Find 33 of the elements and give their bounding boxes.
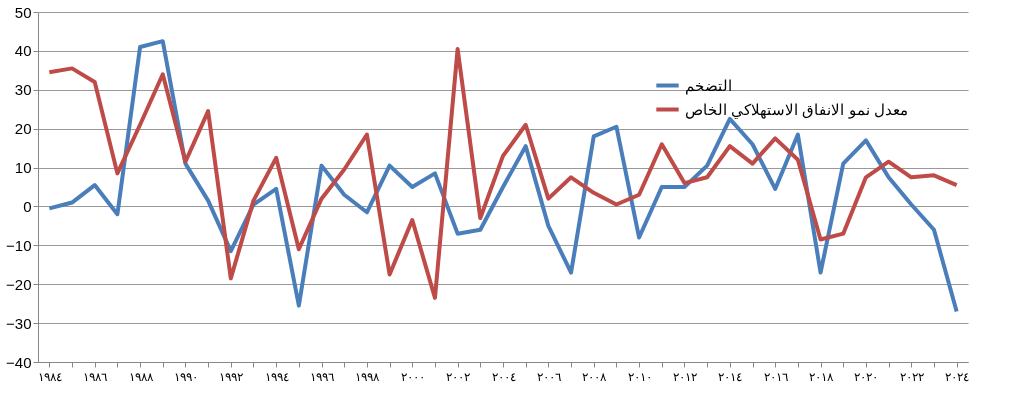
x-tick-label: ٢٠٢٢ xyxy=(899,369,924,384)
legend-label: معدل نمو الانفاق الاستهلاكي الخاص xyxy=(685,100,908,119)
x-tick-label: ٢٠٠٠ xyxy=(400,369,425,384)
x-tick-label: ٢٠٢٤ xyxy=(945,369,970,384)
y-tick-label: −30 xyxy=(6,314,32,332)
x-tick-label: ٢٠١٠ xyxy=(627,369,652,384)
x-tick-label: ٢٠١٨ xyxy=(809,369,835,384)
y-tick-label: −40 xyxy=(6,353,32,371)
y-tick-label: 40 xyxy=(14,42,32,60)
x-tick-label: ٢٠٠٨ xyxy=(582,369,608,384)
x-tick-label: ٢٠١٢ xyxy=(672,369,697,384)
y-tick-label: −10 xyxy=(6,236,32,254)
x-tick-label: ١٩٨٦ xyxy=(83,369,108,384)
x-tick-label: ١٩٩٤ xyxy=(264,369,289,384)
x-tick-label: ١٩٩٦ xyxy=(310,369,335,384)
x-tick-label: ٢٠١٤ xyxy=(718,369,743,384)
x-tick-label: ٢٠٠٦ xyxy=(536,369,561,384)
x-tick-label: ١٩٨٨ xyxy=(128,369,154,384)
y-tick-label: 50 xyxy=(14,3,32,21)
x-tick-label: ٢٠٢٠ xyxy=(854,369,879,384)
x-tick-label: ٢٠١٦ xyxy=(763,369,788,384)
x-tick-label: ١٩٨٤ xyxy=(37,369,62,384)
x-tick-label: ١٩٩٨ xyxy=(355,369,381,384)
x-tick-label: ١٩٩٢ xyxy=(219,369,244,384)
y-tick-label: 20 xyxy=(14,120,32,138)
x-tick-label: ١٩٩٠ xyxy=(173,369,198,384)
y-tick-label: −20 xyxy=(6,275,32,293)
legend-label: التضخم xyxy=(685,76,732,95)
y-tick-label: 10 xyxy=(14,159,32,177)
x-tick-label: ٢٠٠٢ xyxy=(446,369,471,384)
x-tick-label: ٢٠٠٤ xyxy=(491,369,516,384)
y-tick-label: 30 xyxy=(14,81,32,99)
y-tick-label: 0 xyxy=(23,197,32,215)
